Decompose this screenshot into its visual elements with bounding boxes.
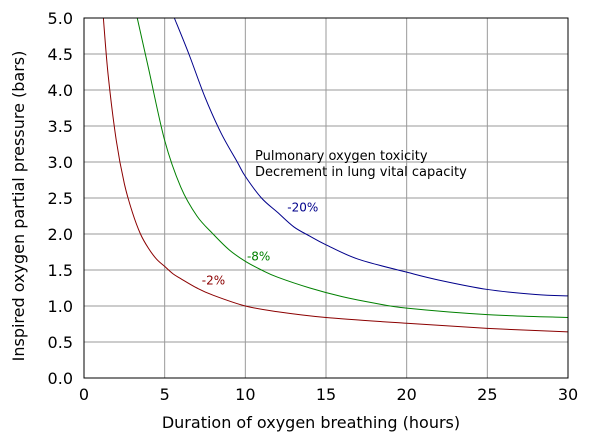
x-tick-label: 10	[235, 385, 255, 404]
x-tick-label: 20	[396, 385, 416, 404]
y-tick-label: 5.0	[48, 9, 73, 28]
y-tick-label: 1.0	[48, 297, 73, 316]
y-tick-label: 4.0	[48, 81, 73, 100]
y-tick-label: 2.0	[48, 225, 73, 244]
series-label: -8%	[247, 250, 270, 264]
y-tick-label: 0.0	[48, 369, 73, 388]
y-tick-label: 0.5	[48, 333, 73, 352]
tick-labels: 0 5 10 15 20 25 30 0.0 0.5 1.0 1.5 2.0 2.5 3.0 3.5 4.0 4…	[48, 9, 579, 404]
annotation-line-2: Decrement in lung vital capacity	[255, 165, 467, 180]
series-labels: -2% -8% -20%	[202, 201, 319, 288]
y-tick-label: 1.5	[48, 261, 73, 280]
y-tick-label: 3.5	[48, 117, 73, 136]
y-tick-label: 3.0	[48, 153, 73, 172]
curves	[102, 17, 569, 333]
y-tick-label: 4.5	[48, 45, 73, 64]
annotation-line-1: Pulmonary oxygen toxicity	[255, 149, 428, 164]
x-tick-label: 15	[316, 385, 336, 404]
series-line	[136, 17, 569, 319]
plot-frame	[83, 17, 569, 379]
y-tick-label: 2.5	[48, 189, 73, 208]
series-line	[102, 17, 569, 333]
series-label: -2%	[202, 273, 225, 287]
grid	[83, 17, 569, 379]
series-line	[173, 17, 569, 297]
x-tick-label: 0	[79, 385, 89, 404]
y-axis-title: Inspired oxygen partial pressure (bars)	[9, 51, 28, 362]
x-axis-title: Duration of oxygen breathing (hours)	[162, 413, 460, 432]
series-label: -20%	[287, 201, 318, 215]
x-tick-label: 5	[160, 385, 170, 404]
x-tick-label: 25	[477, 385, 497, 404]
x-tick-label: 30	[558, 385, 578, 404]
